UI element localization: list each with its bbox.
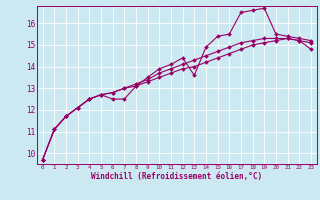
X-axis label: Windchill (Refroidissement éolien,°C): Windchill (Refroidissement éolien,°C) (91, 172, 262, 181)
